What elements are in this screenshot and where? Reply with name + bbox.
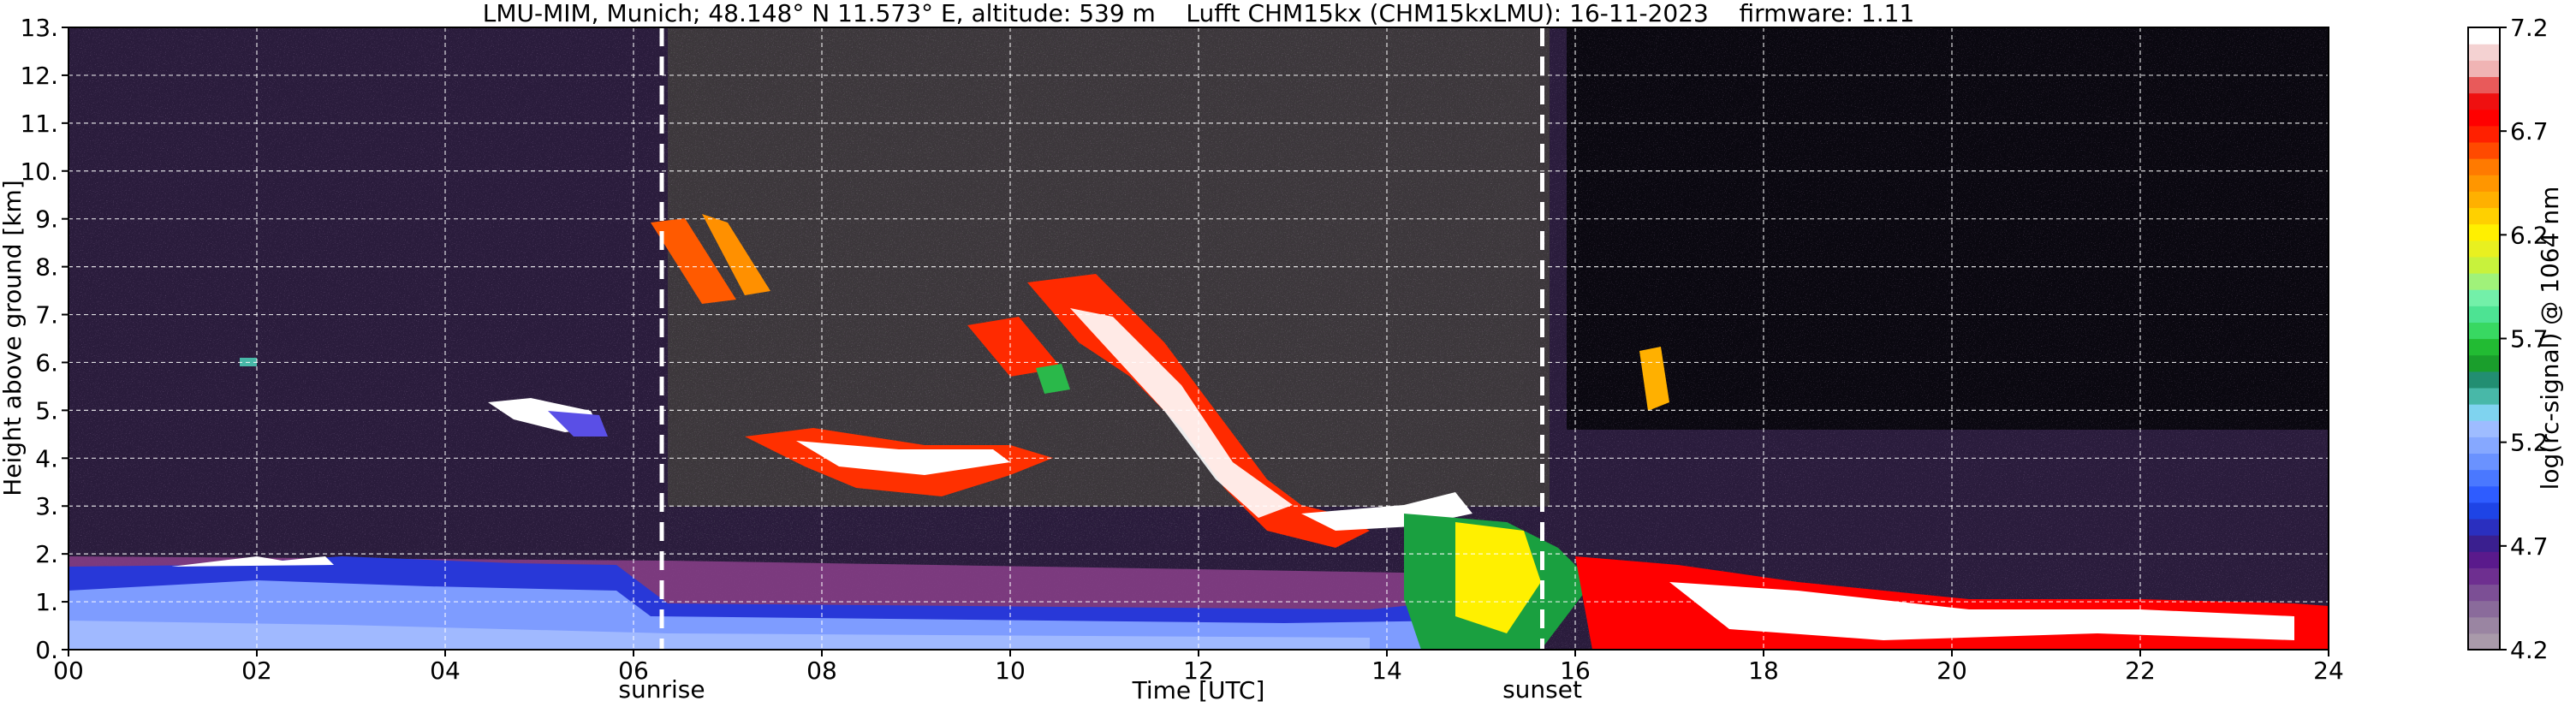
colorbar-segment [2468, 158, 2500, 175]
y-tick-label: 0. [35, 636, 58, 664]
chart-title: LMU-MIM, Munich; 48.148° N 11.573° E, al… [483, 0, 1915, 27]
cloud-band-streak [651, 218, 736, 304]
y-tick-label: 6. [35, 348, 58, 377]
colorbar-tick-label: 6.2 [2510, 221, 2549, 249]
boundary-layer-core [68, 621, 1370, 650]
low-cloud-transition-core [1455, 522, 1541, 633]
cloud-band-streak [702, 214, 770, 295]
y-tick-label: 2. [35, 540, 58, 568]
y-tick-label: 7. [35, 301, 58, 330]
colorbar-tick-label: 5.2 [2510, 429, 2549, 457]
low-cloud-evening-core [1669, 582, 2294, 640]
sun-lines [659, 27, 1544, 650]
colorbar-segment [2468, 125, 2500, 143]
x-tick-label: 08 [806, 656, 837, 685]
colorbar-segment [2468, 354, 2500, 372]
colorbar-segment [2468, 141, 2500, 159]
colorbar-segment [2468, 584, 2500, 602]
cloud-fragment [1639, 347, 1669, 411]
sunrise-label: sunrise [618, 675, 705, 704]
y-tick-label: 9. [35, 205, 58, 234]
colorbar-segment [2468, 535, 2500, 552]
colorbar-segment [2468, 469, 2500, 487]
colorbar-segment [2468, 191, 2500, 209]
colorbar-segment [2468, 502, 2500, 520]
y-tick-label: 11. [20, 110, 58, 138]
colorbar-tick-label: 5.7 [2510, 325, 2549, 354]
colorbar-segment [2468, 518, 2500, 536]
colorbar-segment [2468, 420, 2500, 437]
colorbar-segment [2468, 44, 2500, 61]
grid [68, 27, 2329, 650]
x-tick-label: 18 [1748, 656, 1779, 685]
x-tick-label: 14 [1371, 656, 1402, 685]
colorbar-segment [2468, 371, 2500, 389]
colorbar-segment [2468, 240, 2500, 258]
y-tick-label: 1. [35, 588, 58, 616]
x-tick-label: 10 [995, 656, 1026, 685]
sunset-label: sunset [1502, 675, 1582, 704]
colorbar-segment [2468, 207, 2500, 225]
cloud-fragment [548, 411, 608, 437]
colorbar-segment [2468, 322, 2500, 340]
y-tick-label: 4. [35, 444, 58, 472]
colorbar-segment [2468, 600, 2500, 618]
y-tick-label: 13. [20, 14, 58, 42]
colorbar-segment [2468, 76, 2500, 94]
y-tick-label: 10. [20, 157, 58, 186]
colorbar-segment [2468, 256, 2500, 274]
colorbar [2468, 27, 2500, 651]
sun-labels: sunrise sunset [618, 675, 1582, 704]
colorbar-segment [2468, 437, 2500, 454]
x-tick-label: 16 [1560, 656, 1591, 685]
x-tick-label: 12 [1183, 656, 1214, 685]
colorbar-ticks: 4.2 4.7 5.2 5.7 6.2 6.7 7.2 [2500, 14, 2549, 664]
x-tick-label: 04 [430, 656, 461, 685]
colorbar-segment [2468, 633, 2500, 651]
colorbar-segment [2468, 551, 2500, 568]
x-axis-label: Time [UTC] [1132, 676, 1265, 704]
cloud-band-streak [967, 317, 1062, 377]
colorbar-segment [2468, 60, 2500, 77]
x-tick-label: 22 [2125, 656, 2156, 685]
colorbar-segment [2468, 306, 2500, 323]
colorbar-segment [2468, 338, 2500, 356]
colorbar-segment [2468, 175, 2500, 192]
y-tick-label: 5. [35, 396, 58, 425]
cloud-fragment [1036, 364, 1070, 394]
colorbar-tick-label: 7.2 [2510, 14, 2549, 42]
colorbar-segment [2468, 223, 2500, 241]
x-tick-label: 24 [2313, 656, 2344, 685]
colorbar-tick-label: 4.2 [2510, 636, 2549, 664]
boundary-top-edge [171, 556, 334, 567]
y-axis-label: Height above ground [km] [0, 180, 27, 496]
colorbar-label: log(rc-signal) @ 1064 nm [2536, 187, 2564, 490]
y-tick-label: 8. [35, 253, 58, 282]
colorbar-segment [2468, 404, 2500, 421]
x-tick-label: 02 [241, 656, 272, 685]
y-tick-label: 3. [35, 492, 58, 520]
colorbar-segment [2468, 289, 2500, 306]
cloud-band-core [1070, 308, 1293, 518]
colorbar-segment [2468, 387, 2500, 405]
y-axis: 0. 1. 2. 3. 4. 5. 6. 7. 8. 9. 10. 11. 12. 13. [20, 14, 68, 664]
colorbar-segment [2468, 27, 2500, 45]
colorbar-segment [2468, 567, 2500, 585]
colorbar-segment [2468, 109, 2500, 127]
colorbar-segment [2468, 272, 2500, 290]
x-tick-label: 20 [1936, 656, 1967, 685]
colorbar-segment [2468, 485, 2500, 503]
colorbar-tick-label: 4.7 [2510, 532, 2549, 561]
colorbar-segment [2468, 616, 2500, 634]
y-tick-label: 12. [20, 62, 58, 90]
x-tick-label: 00 [53, 656, 84, 685]
colorbar-tick-label: 6.7 [2510, 117, 2549, 146]
colorbar-segment [2468, 453, 2500, 471]
colorbar-segment [2468, 92, 2500, 110]
x-tick-label: 06 [618, 656, 649, 685]
x-axis: 00 02 04 06 08 10 12 14 16 18 20 22 24 [53, 650, 2344, 685]
